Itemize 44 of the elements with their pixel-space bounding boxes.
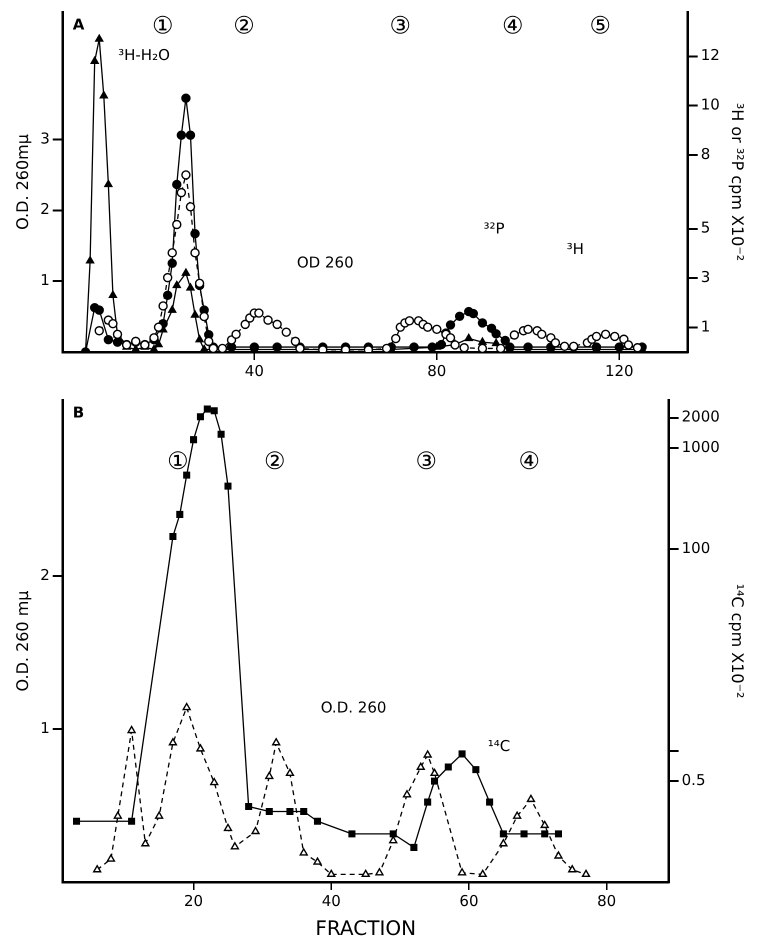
y2-tick-label: 5	[700, 218, 710, 237]
y2-tick-label: 12	[700, 46, 720, 64]
annotation: ³H-H₂O	[118, 46, 170, 64]
annotation: ②	[264, 446, 286, 475]
y2-tick-label: 3	[700, 268, 710, 286]
y2-axis-title: ³H or ³²P cpm X10⁻²	[728, 102, 748, 262]
annotation: OD 260	[296, 253, 354, 272]
x-tick-label: 40	[322, 892, 341, 910]
annotation: ①	[152, 12, 174, 40]
x-tick-label: 80	[597, 892, 616, 910]
y-tick-label: 3	[40, 129, 50, 148]
x-axis-title: FRACTION	[315, 916, 416, 940]
y2-axis-title: ¹⁴C cpm X10⁻²	[728, 584, 748, 698]
annotation: O.D. 260	[320, 698, 386, 716]
chart-title: B	[72, 403, 84, 422]
y-tick-label: 1	[40, 718, 50, 737]
y2-tick-label: 2000	[682, 408, 720, 426]
y2-tick-label: 0.5	[682, 771, 706, 790]
x-tick-label: 60	[459, 892, 479, 910]
y2-tick-label: 8	[700, 144, 710, 163]
x-tick-label: 80	[427, 362, 446, 380]
y-tick-label: 1	[40, 271, 50, 290]
y-axis-title: O.D. 260 mμ	[12, 590, 32, 692]
chart-title: A	[72, 15, 85, 34]
annotation: ②	[233, 12, 255, 40]
x-tick-label: 20	[184, 892, 204, 910]
annotation: ¹⁴C	[488, 736, 510, 755]
y2-tick-label: 10	[700, 96, 720, 114]
annotation: ①	[167, 446, 189, 475]
y-tick-label: 2	[40, 200, 50, 218]
y2-tick-label: 1	[700, 317, 710, 336]
y2-tick-label: 100	[682, 538, 710, 557]
x-tick-label: 120	[604, 362, 634, 380]
annotation: ³²P	[483, 219, 505, 238]
annotation: ⑤	[589, 12, 611, 40]
annotation: ④	[502, 12, 524, 40]
annotation: ③	[416, 446, 438, 475]
x-tick-label: 40	[244, 362, 264, 380]
annotation: ④	[518, 446, 540, 475]
annotation: ³H	[566, 240, 584, 258]
y-axis-title: O.D. 260mμ	[12, 134, 32, 230]
annotation: ③	[389, 12, 411, 40]
y2-tick-label: 1000	[682, 438, 720, 456]
y-tick-label: 2	[40, 566, 50, 584]
